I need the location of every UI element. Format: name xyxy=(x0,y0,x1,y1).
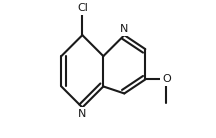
Text: N: N xyxy=(120,24,129,34)
Text: N: N xyxy=(78,109,87,119)
Text: O: O xyxy=(162,75,171,84)
Text: Cl: Cl xyxy=(77,3,88,13)
